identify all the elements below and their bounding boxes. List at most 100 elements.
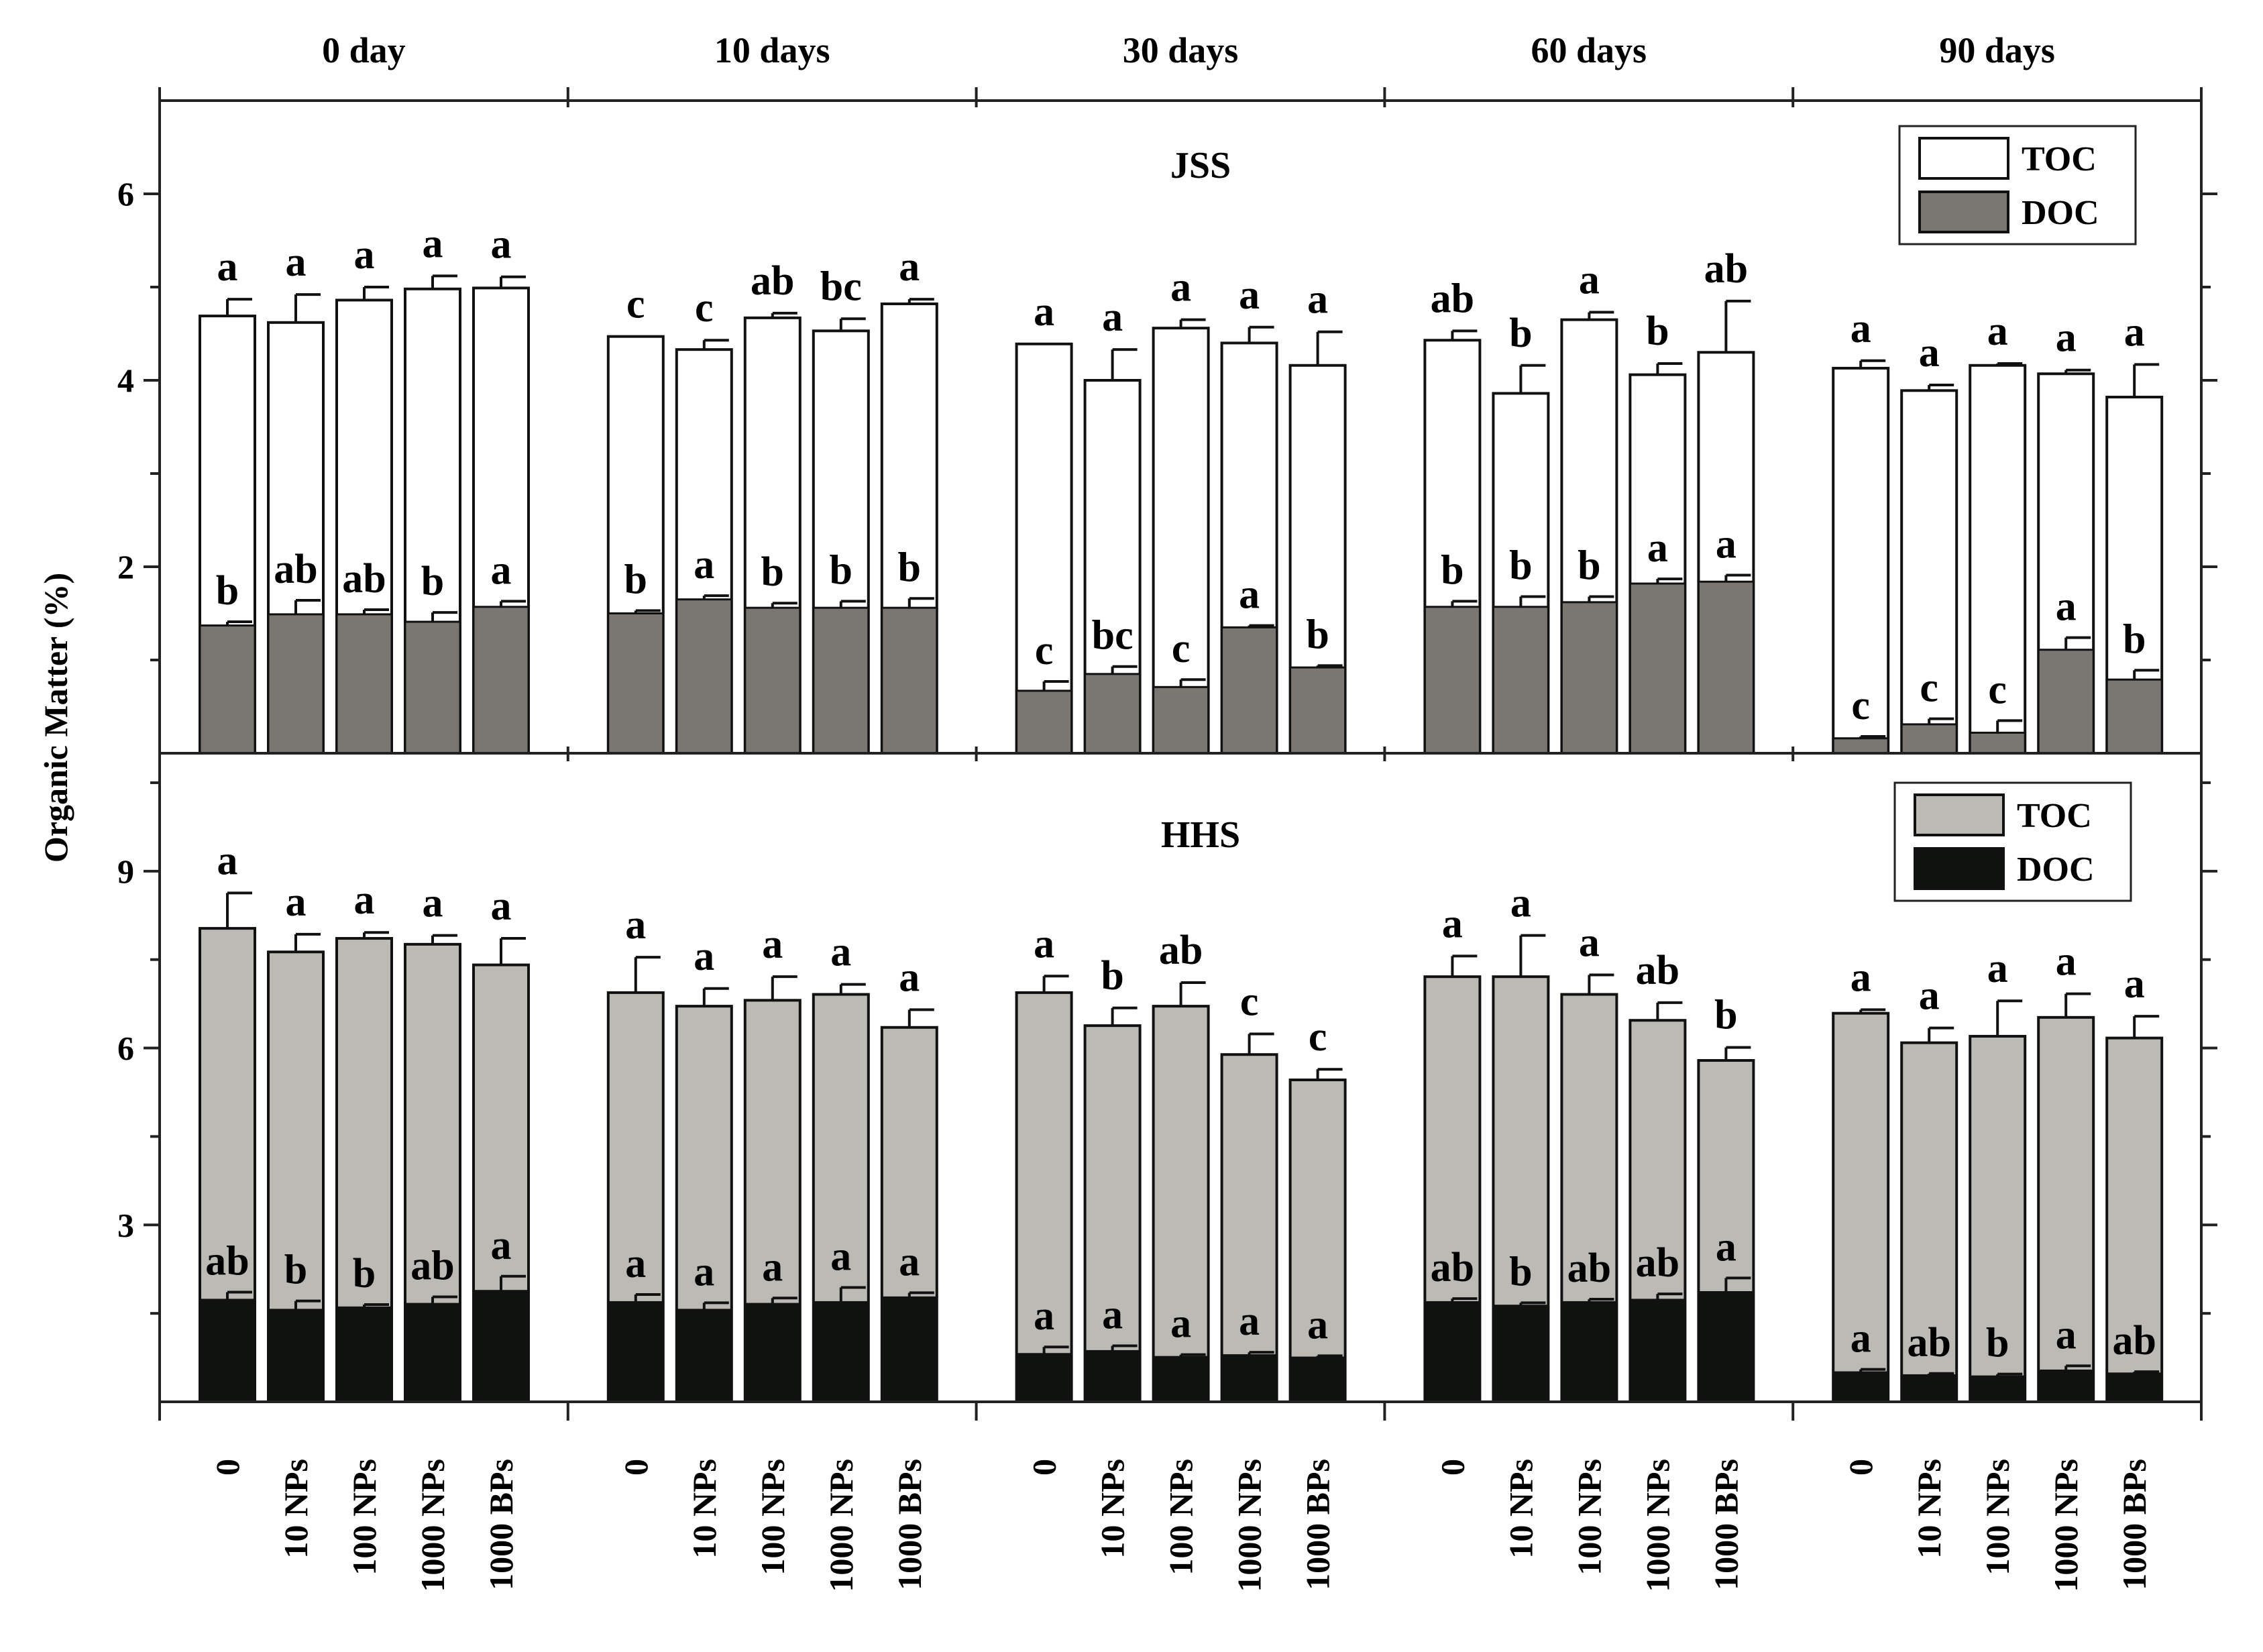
toc-significance-letter: a <box>830 930 851 975</box>
doc-bar <box>1560 1301 1618 1403</box>
toc-significance-letter: a <box>354 232 375 278</box>
doc-bar <box>1015 1353 1073 1403</box>
doc-significance-letter: a <box>762 1244 783 1290</box>
toc-significance-letter: b <box>1646 309 1669 354</box>
toc-significance-letter: a <box>1919 330 1940 376</box>
toc-significance-letter: a <box>899 244 920 290</box>
toc-significance-letter: a <box>1919 973 1940 1019</box>
doc-significance-letter: a <box>694 542 714 588</box>
doc-significance-letter: ab <box>410 1244 454 1289</box>
toc-significance-letter: a <box>762 922 783 967</box>
doc-significance-letter: a <box>1034 1293 1054 1339</box>
toc-significance-letter: a <box>423 221 443 266</box>
toc-significance-letter: a <box>354 877 375 923</box>
doc-significance-letter: ab <box>1567 1246 1611 1291</box>
doc-bar <box>199 624 256 755</box>
treatment-label: 1000 BPs <box>1299 1459 1337 1590</box>
doc-bar <box>2105 1372 2163 1403</box>
toc-significance-letter: a <box>1851 954 1871 1000</box>
doc-significance-letter: a <box>1716 522 1736 567</box>
doc-bar <box>607 1301 665 1403</box>
toc-significance-letter: a <box>1579 258 1600 303</box>
doc-bar <box>404 1303 461 1403</box>
doc-significance-letter: b <box>1578 543 1600 588</box>
doc-significance-letter: b <box>830 547 852 593</box>
doc-bar <box>1289 1356 1347 1403</box>
doc-bar <box>1289 666 1347 755</box>
doc-bar <box>1221 626 1278 755</box>
treatment-label: 0 <box>1433 1459 1471 1476</box>
doc-significance-letter: c <box>1035 628 1054 673</box>
doc-bar <box>2037 649 2095 755</box>
toc-significance-letter: ab <box>751 258 794 304</box>
treatment-label: 10 NPs <box>1910 1459 1948 1559</box>
time-point-label: 30 days <box>1123 30 1239 70</box>
doc-significance-letter: a <box>2056 584 2077 630</box>
doc-bar <box>1900 1374 1958 1403</box>
toc-significance-letter: a <box>286 879 307 925</box>
doc-significance-letter: a <box>2056 1312 2077 1358</box>
doc-significance-letter: a <box>1170 1301 1191 1347</box>
doc-significance-letter: b <box>1306 612 1329 657</box>
panel-title: JSS <box>1170 145 1231 186</box>
toc-significance-letter: a <box>1851 306 1871 351</box>
doc-bar <box>881 1296 938 1403</box>
y-tick-label: 9 <box>117 852 134 890</box>
doc-significance-letter: b <box>216 568 239 614</box>
treatment-label: 0 <box>1842 1459 1879 1476</box>
toc-bar <box>2105 1036 2164 1404</box>
doc-significance-letter: a <box>491 1223 512 1268</box>
toc-significance-letter: a <box>1579 920 1600 966</box>
doc-bar <box>267 1309 325 1403</box>
toc-significance-letter: a <box>2056 939 2077 985</box>
toc-significance-letter: b <box>1101 953 1123 999</box>
toc-significance-letter: b <box>1509 311 1532 356</box>
doc-significance-letter: a <box>1647 525 1668 571</box>
toc-significance-letter: c <box>695 285 714 331</box>
treatment-label: 1000 BPs <box>891 1459 928 1590</box>
doc-significance-letter: a <box>625 1241 646 1286</box>
doc-bar <box>1560 601 1618 755</box>
doc-bar <box>1697 580 1755 755</box>
time-point-label: 10 days <box>714 30 830 70</box>
doc-significance-letter: ab <box>1636 1240 1679 1286</box>
legend-layer: TOC DOC TOC DOC <box>1893 125 2137 902</box>
toc-bar <box>1220 1053 1278 1403</box>
treatment-label: 100 NPs <box>1979 1459 2016 1576</box>
toc-significance-letter: a <box>2124 961 2145 1007</box>
legend-label: DOC <box>2017 850 2095 889</box>
toc-significance-letter: a <box>491 222 512 268</box>
doc-significance-letter: a <box>830 1233 851 1279</box>
doc-significance-letter: b <box>421 559 444 604</box>
doc-bar <box>675 598 733 755</box>
doc-significance-letter: b <box>353 1251 376 1297</box>
doc-significance-letter: b <box>284 1248 307 1293</box>
treatment-label: 100 NPs <box>1162 1459 1200 1576</box>
doc-significance-letter: a <box>694 1249 714 1295</box>
doc-bar <box>1697 1290 1755 1403</box>
doc-bar <box>607 612 665 755</box>
doc-significance-letter: b <box>1509 1249 1532 1295</box>
treatment-label: 0 <box>209 1459 246 1476</box>
toc-significance-letter: a <box>1987 946 2008 991</box>
doc-significance-letter: b <box>1441 547 1464 593</box>
doc-bar <box>744 606 802 755</box>
doc-bar <box>1152 1356 1210 1403</box>
toc-bar <box>1083 1024 1142 1403</box>
doc-bar <box>1629 582 1686 755</box>
toc-significance-letter: ab <box>1636 948 1679 993</box>
doc-significance-letter: a <box>1851 1316 1871 1362</box>
doc-bar <box>1832 737 1889 755</box>
doc-significance-letter: ab <box>205 1238 249 1284</box>
doc-bar <box>812 1301 870 1403</box>
y-tick-label: 2 <box>117 548 134 586</box>
toc-significance-letter: a <box>217 838 238 883</box>
treatment-label: 1000 BPs <box>482 1459 520 1590</box>
toc-bar <box>1288 1079 1347 1403</box>
toc-significance-letter: a <box>1442 901 1463 946</box>
doc-significance-letter: c <box>1920 665 1938 711</box>
doc-significance-letter: b <box>761 549 784 595</box>
doc-bar <box>2105 678 2163 755</box>
legend-label: DOC <box>2022 194 2099 232</box>
